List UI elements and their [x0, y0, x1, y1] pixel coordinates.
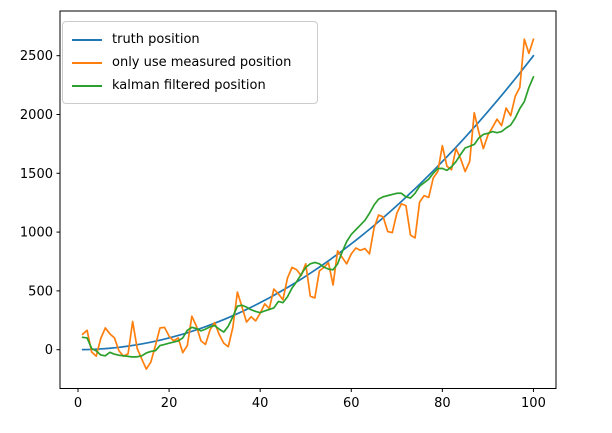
- y-tick-label: 2000: [20, 108, 53, 123]
- x-tick-label: 0: [74, 396, 82, 411]
- legend-item-kalman-position: kalman filtered position: [72, 74, 309, 97]
- y-tick-label: 1500: [20, 167, 53, 182]
- x-tick-label: 80: [434, 396, 451, 411]
- legend-item-measured-position: only use measured position: [72, 51, 309, 74]
- legend: truth position only use measured positio…: [62, 21, 318, 104]
- legend-label-truth-position: truth position: [112, 32, 200, 47]
- legend-label-measured-position: only use measured position: [112, 55, 292, 70]
- kalman-position-line-sample: [72, 84, 102, 87]
- y-tick-label: 2500: [20, 49, 53, 64]
- y-tick-label: 500: [28, 284, 53, 299]
- plot-area-frame: [59, 10, 557, 389]
- measured-position-line-sample: [72, 61, 102, 64]
- legend-item-truth-position: truth position: [72, 28, 309, 51]
- kalman-filtered-position-line: [81, 76, 535, 358]
- truth-position-line-sample: [72, 38, 102, 41]
- x-tick-label: 100: [521, 396, 546, 411]
- x-tick-label: 60: [343, 396, 360, 411]
- y-tick-label: 1000: [20, 226, 53, 241]
- x-tick-label: 40: [252, 396, 269, 411]
- y-tick-label: 0: [45, 343, 53, 358]
- x-tick-label: 20: [161, 396, 178, 411]
- legend-label-kalman-position: kalman filtered position: [112, 78, 266, 93]
- measured-position-line: [81, 38, 535, 370]
